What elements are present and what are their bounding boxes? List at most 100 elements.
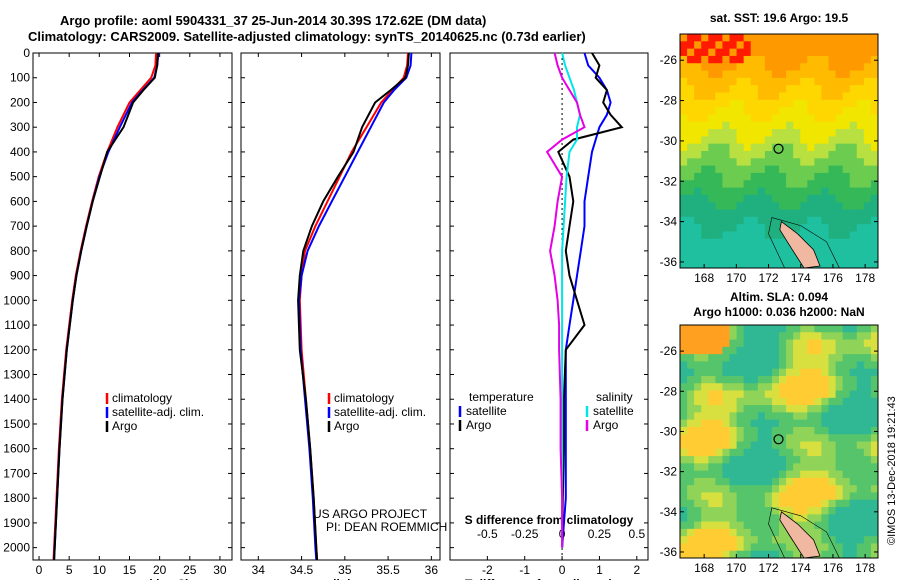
map-cell: [750, 375, 759, 384]
map-cell: [870, 129, 879, 137]
map-cell: [757, 419, 766, 428]
map-cell: [821, 426, 829, 435]
map-cell: [786, 397, 794, 406]
map-cell: [722, 246, 730, 254]
map-cell: [870, 209, 879, 218]
map-cell: [729, 224, 738, 232]
map-cell: [863, 99, 872, 108]
map-cell: [821, 121, 829, 130]
map-cell: [722, 48, 730, 57]
map-cell: [835, 346, 844, 355]
legend-label-salinity: satellite: [593, 404, 634, 418]
map-cell: [793, 470, 801, 479]
y-tick-label: 1100: [4, 318, 30, 332]
map-cell: [814, 390, 822, 399]
map-cell: [764, 55, 773, 64]
map-cell: [771, 463, 780, 472]
map-cell: [757, 55, 766, 64]
map-cell: [800, 92, 808, 101]
map-cell: [849, 419, 858, 428]
map-cell: [771, 332, 780, 341]
land-mass: [779, 511, 821, 559]
map-cell: [786, 260, 794, 269]
map-cell: [807, 77, 815, 86]
map-cell: [786, 253, 794, 262]
map-cell: [842, 470, 851, 479]
map-cell: [680, 492, 688, 501]
map-cell: [800, 202, 808, 210]
map-cell: [715, 136, 723, 145]
map-cell: [771, 187, 780, 196]
map-cell: [736, 521, 745, 530]
map-cell: [793, 507, 801, 515]
map-cell: [870, 375, 879, 384]
map-cell: [793, 114, 801, 123]
map-cell: [694, 412, 702, 421]
map-cell: [687, 470, 695, 479]
map-cell: [771, 448, 780, 457]
map-cell: [708, 361, 716, 370]
map-cell: [771, 231, 780, 240]
map-cell: [814, 41, 822, 50]
map-cell: [807, 419, 815, 428]
map-cell: [786, 63, 794, 72]
map-cell: [807, 151, 815, 159]
map-cell: [835, 456, 844, 464]
map-cell: [764, 92, 773, 101]
map-cell: [800, 419, 808, 428]
map-cell: [743, 121, 752, 130]
map-cell: [856, 77, 865, 86]
map-cell: [800, 354, 808, 362]
map-cell: [722, 441, 730, 450]
map-cell: [807, 405, 815, 413]
map-cell: [694, 543, 702, 552]
map-cell: [736, 536, 745, 544]
map-cell: [729, 441, 738, 450]
map-cell: [835, 448, 844, 457]
map-cell: [779, 456, 787, 464]
map-cell: [722, 412, 730, 421]
map-cell: [771, 246, 780, 254]
map-cell: [835, 238, 844, 247]
y-tick-label: 200: [10, 95, 30, 109]
map-cell: [786, 70, 794, 79]
map-cell: [849, 121, 858, 130]
map-cell: [764, 41, 773, 50]
map-cell: [757, 485, 766, 493]
map-cell: [849, 405, 858, 413]
map-cell: [828, 202, 837, 210]
map-cell: [835, 514, 844, 523]
map-cell: [701, 143, 709, 152]
map-cell: [863, 426, 872, 435]
map-cell: [680, 238, 688, 247]
map-cell: [680, 390, 688, 399]
map-cell: [694, 216, 702, 225]
map-cell: [680, 456, 688, 464]
map-cell: [807, 129, 815, 137]
map-cell: [863, 114, 872, 123]
map-cell: [849, 346, 858, 355]
map-cell: [793, 151, 801, 159]
map-cell: [771, 224, 780, 232]
y-tick-label: 100: [10, 71, 30, 85]
map-cell: [694, 456, 702, 464]
map-cell: [821, 485, 829, 493]
series-line-salinity-argo: [545, 52, 586, 548]
map-cell: [793, 48, 801, 57]
map-cell: [764, 325, 773, 333]
map-cell: [729, 55, 738, 64]
map-cell: [701, 528, 709, 537]
map-cell: [849, 536, 858, 544]
map-cell: [715, 202, 723, 210]
map-cell: [680, 92, 688, 101]
map-cell: [736, 499, 745, 508]
map-cell: [828, 209, 837, 218]
map-cell: [842, 543, 851, 552]
map-cell: [779, 99, 787, 108]
map-cell: [828, 397, 837, 406]
map-x-tick-label: 170: [726, 561, 746, 575]
map-cell: [793, 550, 801, 559]
map-cell: [793, 448, 801, 457]
map-cell: [701, 507, 709, 515]
map-cell: [849, 528, 858, 537]
